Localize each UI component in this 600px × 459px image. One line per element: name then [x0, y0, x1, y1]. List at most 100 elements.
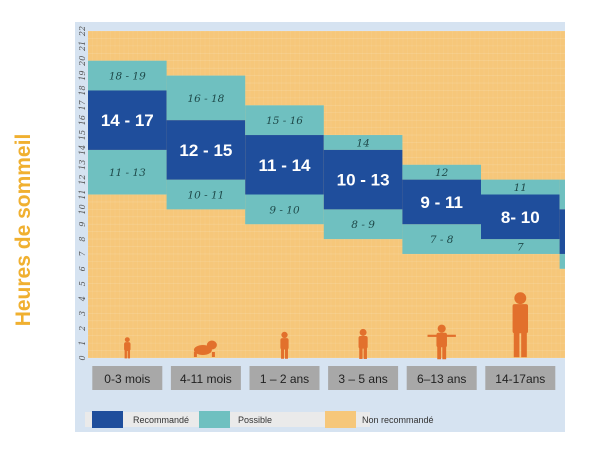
silhouette-leg — [513, 331, 520, 358]
y-tick-label: 10 — [78, 204, 87, 214]
legend: Recommandé Possible Non recommandé — [85, 411, 434, 428]
child-silhouette-icon — [280, 331, 289, 359]
possible-low-label: 8 - 9 — [351, 219, 375, 231]
age-category-box — [485, 366, 556, 390]
silhouette-body — [193, 345, 212, 355]
silhouette-head — [359, 328, 367, 336]
silhouette-head — [437, 324, 446, 333]
silhouette-head — [124, 337, 130, 343]
possible-high-label: 14 — [356, 137, 369, 149]
age-category-label: 0-3 mois — [104, 372, 150, 386]
silhouette-leg — [127, 350, 131, 359]
recommended-bar — [245, 135, 324, 195]
y-tick-label: 8 — [78, 237, 87, 242]
recommended-label: 11 - 14 — [259, 156, 312, 175]
recommended-label: 8- 10 — [501, 208, 540, 227]
y-tick-label: 13 — [78, 160, 87, 170]
possible-low-label: 9 - 10 — [269, 204, 300, 216]
possible-low-label: 10 - 11 — [187, 190, 224, 202]
recommended-bar — [88, 90, 167, 150]
possible-low-label: 7 — [517, 242, 524, 254]
age-category-box — [328, 366, 399, 390]
child-silhouette-icon — [358, 328, 368, 359]
recommended-label: 9 - 11 — [420, 193, 463, 212]
possible-high-bar — [402, 164, 481, 180]
child-silhouette-icon — [427, 324, 456, 360]
legend-label-not_recommended: Non recommandé — [362, 415, 434, 425]
silhouette-arms — [427, 334, 456, 337]
possible-low-bar — [245, 194, 324, 225]
possible-low-label: 11 - 13 — [109, 167, 146, 179]
child-silhouette-icon — [193, 340, 217, 357]
possible-high-label: 16 - 18 — [187, 93, 224, 105]
silhouette-leg — [363, 347, 367, 359]
silhouette-head — [281, 331, 288, 339]
y-tick-label: 17 — [78, 99, 87, 110]
age-category-label: 3 – 5 ans — [338, 372, 387, 386]
age-category-box — [249, 366, 320, 390]
legend-swatch-not_recommended — [325, 411, 356, 428]
age-category-label: 14-17ans — [495, 372, 545, 386]
y-tick-label: 12 — [78, 175, 87, 185]
silhouette-leg — [281, 348, 285, 359]
possible-low-label: 7 - 8 — [430, 234, 454, 246]
y-tick-label: 16 — [78, 115, 87, 125]
age-categories: 0-3 mois 4-11 mois 1 – 2 ans 3 – 5 ans 6–13 … — [92, 366, 556, 390]
possible-low-bar — [481, 239, 560, 254]
silhouette-body — [280, 338, 289, 350]
child-figures — [124, 292, 529, 360]
y-tick-label: 22 — [78, 26, 87, 37]
y-tick-label: 4 — [78, 296, 87, 302]
age-category-label: 4-11 mois — [180, 372, 232, 386]
possible-high-label: 18 - 19 — [109, 71, 146, 83]
possible-low-bar — [166, 179, 246, 210]
recommended-label: 14 - 17 — [101, 111, 154, 130]
possible-high-label: 15 - 16 — [266, 115, 303, 127]
silhouette-leg — [442, 346, 447, 360]
age-category-box — [170, 366, 241, 390]
possible-low-bar — [88, 149, 167, 195]
age-category-label: 6–13 ans — [417, 372, 466, 386]
y-tick-label: 3 — [78, 311, 87, 316]
possible-high-bar — [88, 60, 167, 91]
silhouette-leg — [124, 350, 127, 359]
recommended-bar — [323, 149, 403, 210]
y-tick-label: 11 — [78, 189, 87, 199]
y-tick-label: 6 — [78, 266, 87, 271]
y-tick-label: 0 — [78, 355, 87, 360]
y-tick-label: 18 — [78, 85, 87, 95]
silhouette-leg — [359, 347, 363, 359]
y-tick-label: 21 — [78, 41, 87, 52]
y-tick-label: 20 — [78, 56, 87, 67]
y-tick-label: 5 — [78, 281, 87, 286]
silhouette-leg — [193, 352, 197, 357]
recommended-label: 12 - 15 — [179, 141, 232, 160]
recommended-bar — [166, 120, 246, 180]
possible-high-bar — [481, 179, 560, 195]
legend-label-possible: Possible — [238, 415, 272, 425]
possible-high-bar — [323, 135, 403, 150]
possible-low-bar — [402, 224, 481, 254]
y-tick-label: 14 — [78, 145, 87, 155]
possible-high-label: 11 — [514, 182, 527, 194]
silhouette-body — [512, 304, 529, 334]
y-tick-label: 2 — [78, 326, 87, 332]
silhouette-body — [358, 335, 368, 349]
silhouette-leg — [521, 331, 527, 358]
silhouette-leg — [437, 346, 442, 360]
legend-label-recommended: Recommandé — [133, 415, 189, 425]
recommended-label: 10 - 13 — [337, 171, 390, 190]
child-silhouette-icon — [124, 337, 131, 359]
y-tick-label: 7 — [78, 251, 87, 257]
possible-low-bar — [323, 209, 403, 240]
silhouette-arm — [211, 352, 215, 357]
age-category-box — [92, 366, 163, 390]
y-tick-label: 9 — [78, 222, 87, 227]
age-category-box — [406, 366, 477, 390]
child-silhouette-icon — [512, 292, 529, 358]
y-tick-label: 19 — [78, 70, 87, 80]
recommended-bar — [559, 209, 565, 254]
possible-high-bar — [245, 105, 324, 136]
